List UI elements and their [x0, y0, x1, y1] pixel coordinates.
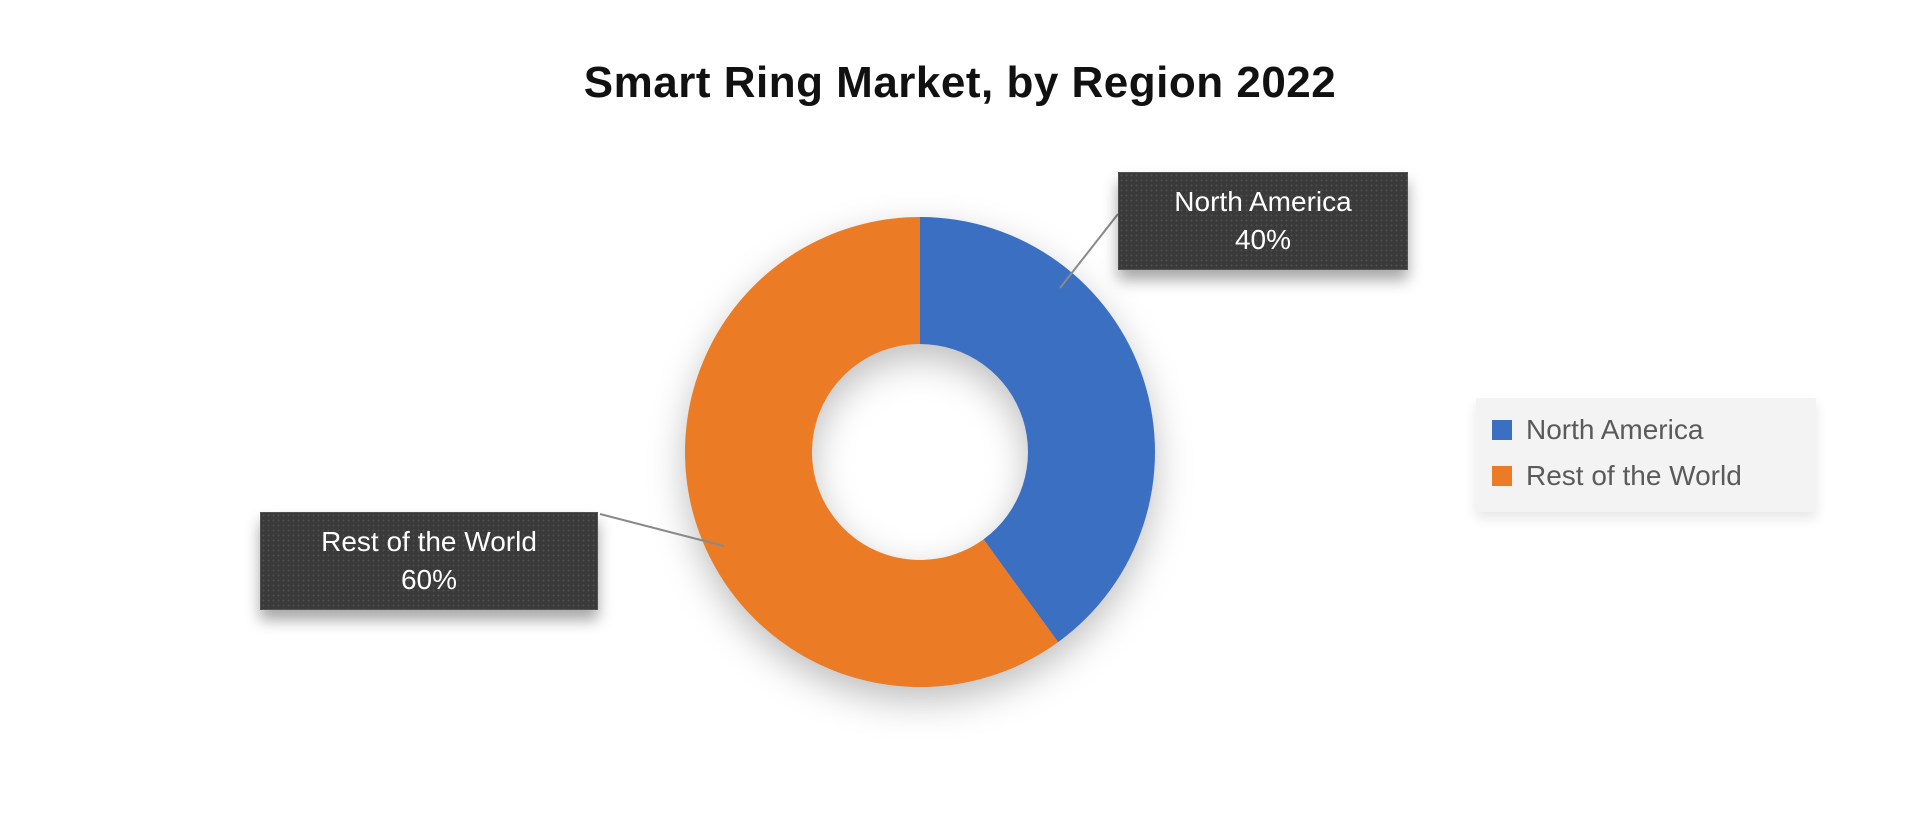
donut-chart — [685, 217, 1155, 692]
callout-percent: 60% — [285, 561, 573, 599]
legend-label: North America — [1526, 414, 1703, 446]
chart-stage: Smart Ring Market, by Region 2022 North … — [0, 0, 1920, 818]
chart-title: Smart Ring Market, by Region 2022 — [0, 58, 1920, 108]
donut-svg — [685, 217, 1155, 687]
legend-item-north-america: North America — [1492, 414, 1800, 446]
callout-label: Rest of the World — [285, 523, 573, 561]
legend-swatch — [1492, 420, 1512, 440]
legend-swatch — [1492, 466, 1512, 486]
legend-label: Rest of the World — [1526, 460, 1742, 492]
legend-item-rest-of-world: Rest of the World — [1492, 460, 1800, 492]
callout-north-america: North America 40% — [1118, 172, 1408, 270]
legend: North America Rest of the World — [1476, 398, 1816, 512]
callout-percent: 40% — [1143, 221, 1383, 259]
callout-rest-of-world: Rest of the World 60% — [260, 512, 598, 610]
callout-label: North America — [1143, 183, 1383, 221]
